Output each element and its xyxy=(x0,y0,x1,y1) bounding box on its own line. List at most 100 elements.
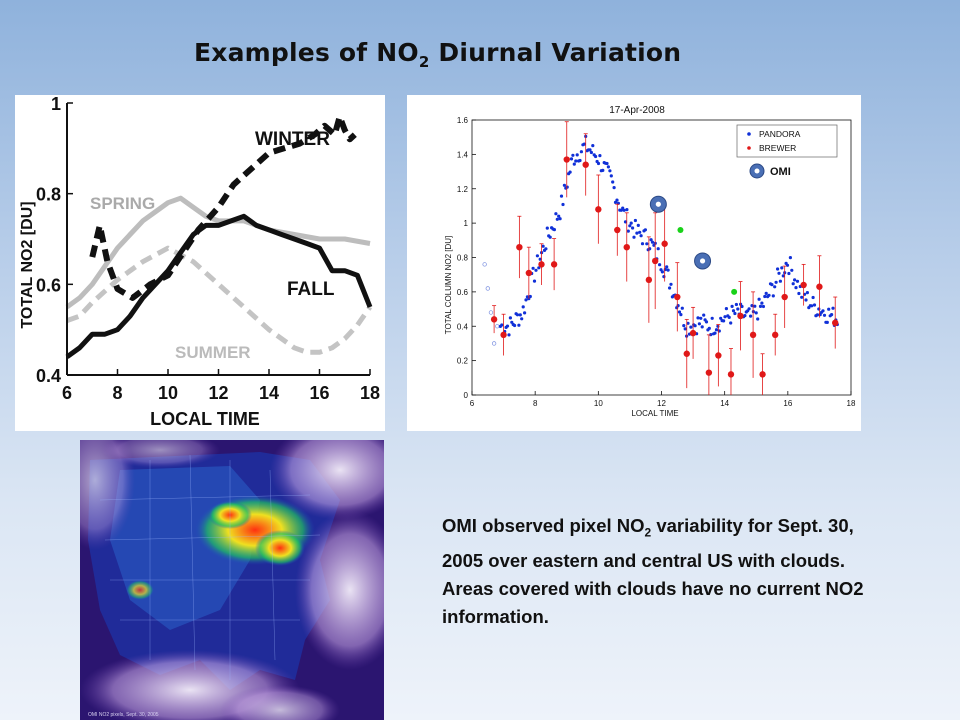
brewer-point xyxy=(689,329,697,337)
brewer-point xyxy=(516,243,523,251)
pandora-point xyxy=(723,315,727,319)
left-x-tick-label: 10 xyxy=(158,383,178,403)
pandora-point xyxy=(544,247,548,251)
cloud-west xyxy=(80,440,135,550)
pandora-point xyxy=(626,229,630,233)
seasonal-diurnal-chart: 6 8 10 12 14 16 18 0.4 0.6 0.8 1 WINTER SPRING SUM… xyxy=(15,94,385,431)
pandora-point xyxy=(520,317,524,321)
pandora-point xyxy=(822,313,827,317)
pandora-point xyxy=(638,230,642,234)
pandora-point xyxy=(571,153,575,157)
pandora-point xyxy=(572,162,576,166)
pandora-point xyxy=(763,294,767,299)
pandora-point xyxy=(545,226,549,230)
pandora-point xyxy=(793,278,797,282)
pandora-point xyxy=(612,186,616,190)
right-x-tick-label: 12 xyxy=(657,399,666,408)
pandora-point xyxy=(683,327,687,331)
pandora-point xyxy=(579,150,583,154)
legend-box xyxy=(736,124,838,158)
pandora-point xyxy=(697,322,701,326)
pandora-point xyxy=(774,280,778,284)
state-borders xyxy=(99,454,321,680)
pandora-point xyxy=(578,158,582,163)
pandora-point xyxy=(643,228,647,232)
pandora-point xyxy=(639,234,643,238)
label-summer: SUMMER xyxy=(175,343,251,362)
brewer-point xyxy=(749,331,757,339)
pandora-point xyxy=(773,285,777,289)
pandora-point xyxy=(588,148,592,152)
pandora-point xyxy=(731,309,736,313)
right-x-tick-label: 14 xyxy=(720,399,729,408)
right-chart-title: 17-Apr-2008 xyxy=(609,105,665,116)
legend-brewer-marker xyxy=(747,146,751,150)
pandora-point xyxy=(523,311,527,315)
brewer-point xyxy=(550,261,558,268)
left-x-tick-label: 6 xyxy=(62,383,72,403)
pandora-point xyxy=(679,313,683,317)
pandora-point xyxy=(513,323,517,328)
no2-hotspot-texas xyxy=(126,580,154,600)
open-circle-point xyxy=(491,341,497,346)
pandora-point xyxy=(764,291,768,295)
brewer-point xyxy=(759,371,766,378)
pandora-point xyxy=(777,271,781,275)
brewer-point xyxy=(832,319,839,327)
pandora-point xyxy=(677,310,682,314)
pandora-point xyxy=(609,174,613,178)
pandora-point xyxy=(521,305,525,309)
pandora-point xyxy=(615,198,619,202)
pandora-point xyxy=(605,161,609,166)
pandora-point xyxy=(598,154,602,158)
pandora-point xyxy=(515,313,520,317)
pandora-point xyxy=(633,218,637,223)
pandora-point xyxy=(780,266,784,270)
pandora-point xyxy=(658,263,662,267)
brewer-point xyxy=(623,243,630,251)
right-y-tick-label: 0 xyxy=(464,391,469,400)
legend-pandora-marker xyxy=(747,132,751,136)
pandora-point xyxy=(622,208,626,212)
pandora-point xyxy=(804,298,808,302)
legend-brewer: BREWER xyxy=(759,143,796,153)
label-winter: WINTER xyxy=(255,129,330,150)
caption-text: OMI observed pixel NO xyxy=(442,515,645,536)
pandora-point xyxy=(666,268,670,272)
pandora-point xyxy=(554,212,558,216)
pandora-point xyxy=(758,304,763,308)
brewer-point xyxy=(737,312,744,320)
pandora-point xyxy=(714,328,719,332)
brewer-point xyxy=(772,331,779,339)
brewer-point xyxy=(683,350,690,357)
pandora-point xyxy=(507,333,511,337)
pandora-point xyxy=(682,324,686,328)
pandora-point xyxy=(575,153,579,157)
pandora-point xyxy=(812,303,817,307)
pandora-point xyxy=(757,297,761,301)
pandora-point xyxy=(729,321,733,325)
pandora-point xyxy=(719,316,723,320)
pandora-point xyxy=(559,194,564,198)
omi-ring-center xyxy=(699,258,706,264)
pandora-point xyxy=(821,309,825,313)
series-winter xyxy=(89,113,357,301)
left-y-tick-label: 1 xyxy=(51,95,61,114)
brewer-point xyxy=(781,293,788,301)
pandora-point xyxy=(649,238,653,242)
left-ylabel: TOTAL NO2 [DU] xyxy=(19,201,36,328)
right-xlabel: LOCAL TIME xyxy=(631,409,678,418)
pandora-point xyxy=(753,304,757,308)
left-y-tick-label: 0.4 xyxy=(36,366,61,386)
left-x-tick-label: 14 xyxy=(259,383,279,403)
pandora-point xyxy=(532,279,537,283)
right-ylabel: TOTAL COLUMN NO2 [DU] xyxy=(444,236,453,335)
pandora-point xyxy=(817,307,821,311)
pandora-point xyxy=(794,286,798,290)
pandora-point xyxy=(805,291,809,295)
brewer-point xyxy=(595,206,602,213)
pandora-point xyxy=(830,313,834,317)
right-y-tick-label: 0.6 xyxy=(457,288,469,297)
pandora-point xyxy=(601,168,605,172)
left-x-tick-label: 8 xyxy=(112,383,122,403)
